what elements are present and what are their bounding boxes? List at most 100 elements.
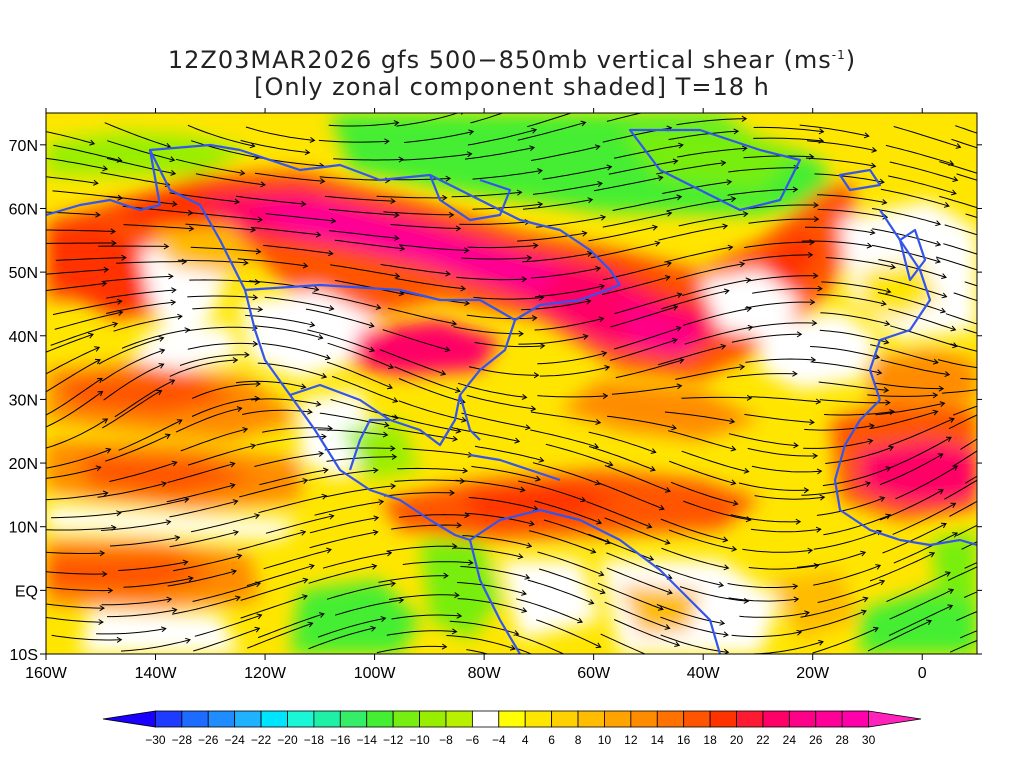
streamline [679, 586, 749, 602]
streamline [390, 224, 461, 229]
streamline [939, 195, 977, 209]
streamline-arrowhead [666, 589, 673, 595]
streamline [376, 645, 447, 654]
streamline [397, 467, 468, 472]
streamline-arrowhead [746, 306, 752, 312]
streamline [257, 613, 325, 639]
streamline-arrowhead [231, 569, 237, 575]
streamline [545, 443, 613, 466]
streamline-arrowhead [537, 168, 543, 175]
streamline-arrowhead [666, 261, 672, 267]
streamline [950, 343, 977, 352]
streamline-arrowhead [935, 257, 941, 264]
streamline-arrowhead [94, 346, 101, 352]
streamline [661, 290, 729, 310]
streamline [237, 258, 308, 267]
streamline [669, 460, 736, 484]
streamline [606, 567, 673, 594]
streamline [187, 342, 258, 350]
streamline [675, 366, 745, 380]
streamline-arrowhead [95, 211, 101, 218]
streamline [530, 429, 599, 448]
streamline [743, 155, 814, 159]
streamline [744, 413, 814, 423]
streamline [113, 315, 182, 332]
streamline [105, 301, 176, 314]
colorbar-swatch [683, 710, 711, 728]
streamline [384, 492, 455, 497]
streamline [97, 482, 167, 498]
streamline-arrowhead [466, 151, 473, 158]
streamline-arrowhead [321, 433, 327, 440]
lat-tick-label: 30N [9, 392, 38, 409]
streamline-arrowhead [328, 305, 335, 311]
streamline-arrowhead [1017, 594, 1022, 599]
streamline [101, 598, 172, 606]
streamline [682, 279, 751, 296]
streamline [455, 479, 525, 491]
streamline-arrowhead [865, 481, 871, 487]
streamline-arrowhead [452, 435, 458, 442]
streamline [387, 307, 457, 325]
streamline [398, 244, 469, 251]
streamline-arrowhead [460, 285, 467, 292]
streamline-arrowhead [793, 596, 800, 603]
streamline [46, 603, 104, 609]
streamline [825, 257, 896, 268]
streamline-arrowhead [727, 244, 734, 251]
streamline [656, 564, 724, 586]
streamline [446, 635, 516, 650]
colorbar-swatch [841, 710, 869, 728]
streamline-arrowhead [718, 581, 725, 588]
colorbar-swatch [155, 710, 183, 728]
streamline [731, 333, 802, 343]
streamline [46, 333, 94, 353]
streamline-arrowhead [526, 254, 533, 262]
streamline-arrowhead [932, 358, 939, 365]
streamline [101, 349, 165, 382]
streamline-arrowhead [111, 658, 115, 663]
streamline-arrowhead [730, 479, 737, 486]
streamline [51, 512, 121, 519]
streamline-arrowhead [885, 513, 892, 520]
streamline-arrowhead [1007, 242, 1012, 247]
streamline [46, 527, 116, 531]
colorbar-label: 26 [809, 733, 823, 747]
streamline [46, 377, 103, 416]
streamline-arrowhead [602, 393, 609, 400]
streamline-arrowhead [576, 658, 581, 663]
streamline-arrowhead [255, 380, 261, 387]
streamline-arrowhead [938, 385, 945, 392]
streamline-arrowhead [879, 178, 885, 185]
streamline [814, 173, 884, 183]
streamline-arrowhead [940, 307, 947, 314]
streamline-arrowhead [1020, 519, 1024, 524]
streamline-arrowhead [952, 465, 959, 471]
streamline-arrowhead [387, 383, 393, 390]
streamline [328, 208, 399, 216]
streamline [237, 531, 306, 551]
streamline-arrowhead [229, 461, 236, 468]
streamline-arrowhead [442, 194, 448, 201]
streamline-arrowhead [730, 445, 737, 452]
streamline [532, 182, 603, 195]
streamline-arrowhead [601, 350, 608, 357]
streamline [660, 616, 728, 636]
streamline-arrowhead [460, 416, 467, 423]
streamline [681, 396, 752, 399]
streamline [746, 322, 817, 329]
lon-tick-label: 20W [796, 665, 830, 682]
streamline-arrowhead [242, 427, 249, 433]
streamline-arrowhead [525, 424, 531, 431]
streamline [614, 144, 683, 159]
streamline-arrowhead [742, 211, 749, 218]
streamline-arrowhead [720, 343, 727, 350]
streamline [378, 575, 448, 583]
streamline-arrowhead [532, 242, 539, 249]
streamline [602, 212, 672, 228]
streamline-arrowhead [537, 201, 544, 208]
streamline [253, 325, 323, 339]
streamline [530, 267, 601, 279]
streamline [588, 446, 656, 471]
streamline [660, 634, 729, 653]
